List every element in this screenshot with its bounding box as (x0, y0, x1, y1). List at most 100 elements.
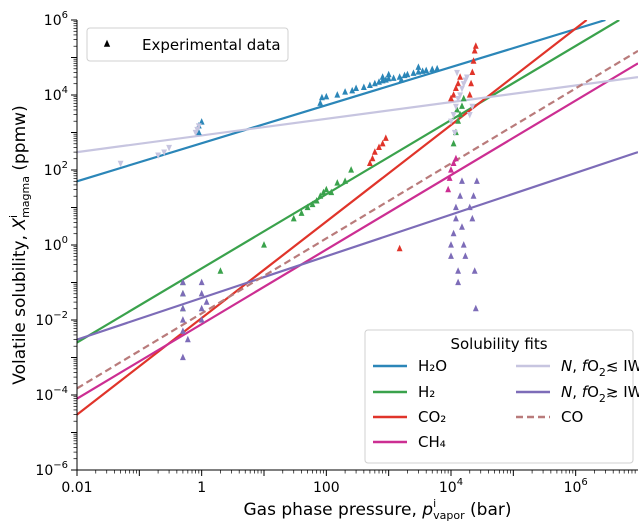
data-point-n_red-19 (454, 69, 460, 77)
data-point-n_red-7 (448, 118, 454, 126)
data-point-n_ox-23 (462, 252, 469, 259)
legend-label-h2o: H₂O (418, 357, 447, 375)
fit-line-h2o (77, 20, 606, 183)
data-point-n_red-16 (466, 112, 473, 119)
data-point-n_ox-13 (448, 241, 454, 248)
data-point-h2o-22 (415, 68, 422, 75)
data-point-h2o-27 (379, 73, 386, 80)
data-point-co2-13 (468, 79, 475, 87)
y-tick-label: 100 (44, 235, 68, 254)
data-point-n_ox-5 (179, 353, 186, 361)
data-point-n_ox-28 (472, 304, 479, 312)
data-point-h2-9 (313, 196, 320, 204)
data-point-n_ox-21 (459, 223, 465, 230)
x-axis-label: Gas phase pressure, pi vapor (bar) (243, 497, 511, 522)
data-point-h2o-25 (429, 65, 436, 73)
data-point-h2o-8 (349, 86, 356, 94)
data-point-h2o-4 (319, 93, 325, 101)
data-point-co2-3 (376, 143, 382, 151)
data-point-ch4-2 (448, 166, 454, 173)
data-point-n_red-6 (195, 123, 202, 130)
data-point-h2-18 (455, 117, 462, 124)
data-point-co2-8 (450, 91, 457, 98)
data-point-ch4-0 (445, 185, 452, 193)
data-point-h2o-26 (434, 64, 441, 72)
data-point-co2-0 (366, 159, 373, 166)
data-point-h2o-20 (404, 70, 411, 78)
plot-area (77, 20, 638, 416)
data-point-h2o-5 (323, 92, 330, 100)
legend-experimental: Experimental data (86, 27, 289, 62)
chart-labels: 0.01 1 100 104 106 10−6 10−4 10−2 100 102 104 106 Ga… (7, 10, 588, 522)
data-point-n_ox-2 (179, 304, 186, 312)
data-point-n_ox-16 (453, 203, 459, 211)
data-point-h2o-10 (360, 83, 367, 90)
data-point-h2-5 (290, 214, 297, 222)
data-point-co2-10 (455, 79, 462, 87)
data-point-n_ox-12 (448, 252, 454, 259)
data-point-n_ox-26 (470, 192, 477, 199)
data-point-h2o-7 (342, 88, 349, 95)
data-point-n_ox-19 (457, 192, 464, 199)
data-point-n_ox-9 (198, 289, 205, 297)
data-point-h2o-28 (385, 70, 392, 78)
data-point-n_red-9 (453, 103, 459, 111)
fit-line-n_ox (77, 151, 638, 341)
data-points (117, 42, 480, 361)
data-point-n_red-17 (469, 103, 476, 111)
data-point-n_ox-14 (450, 229, 457, 237)
data-point-co2-2 (371, 148, 378, 155)
data-point-h2-21 (460, 94, 467, 102)
data-point-h2o-6 (334, 91, 341, 98)
data-point-h2-7 (304, 203, 311, 211)
chart-axes (71, 19, 638, 476)
y-tick-label: 106 (44, 10, 68, 29)
data-point-co2-9 (453, 84, 459, 91)
data-point-ch4-1 (446, 174, 453, 181)
data-point-n_ox-27 (471, 267, 478, 274)
y-tick-label: 10−2 (35, 310, 68, 329)
fit-lines (77, 20, 638, 416)
data-point-h2o-1 (198, 118, 205, 125)
data-point-co2-5 (382, 134, 389, 141)
data-point-n_red-12 (459, 85, 465, 93)
legend-label-h2: H₂ (418, 383, 435, 401)
data-point-h2-8 (309, 200, 316, 208)
data-point-h2-23 (454, 106, 460, 113)
data-point-co2-4 (379, 139, 386, 147)
data-point-co2-7 (448, 94, 454, 102)
data-point-h2-3 (217, 267, 224, 274)
data-point-co2-1 (369, 154, 376, 162)
data-point-h2o-17 (390, 74, 397, 81)
data-point-h2-11 (320, 188, 327, 196)
data-point-co2-12 (466, 91, 473, 98)
x-tick-label: 104 (439, 477, 463, 496)
data-point-n_red-8 (450, 112, 457, 119)
data-point-n_ox-22 (460, 241, 467, 248)
data-point-n_red-2 (161, 149, 168, 157)
data-point-n_ox-10 (198, 278, 205, 286)
data-point-co2-16 (471, 46, 478, 54)
data-point-h2-14 (334, 179, 341, 186)
data-point-n_ox-4 (179, 327, 186, 334)
data-point-h2-4 (261, 241, 267, 248)
legend-box (364, 329, 634, 464)
chart-marks (77, 20, 638, 416)
y-tick-label: 102 (44, 160, 68, 179)
data-point-ch4-3 (450, 159, 457, 166)
data-point-co2-11 (457, 73, 464, 80)
data-point-co2-15 (470, 57, 477, 64)
data-point-n_ox-8 (198, 304, 205, 312)
legend-label-co: CO (561, 408, 583, 426)
data-point-h2o-30 (398, 76, 405, 83)
data-point-n_ox-15 (453, 214, 459, 222)
data-point-n_ox-18 (455, 278, 462, 286)
data-point-n_ox-24 (466, 203, 473, 211)
data-point-ch4-4 (453, 154, 459, 162)
data-point-n_ox-3 (179, 316, 186, 323)
y-tick-label: 10−4 (35, 385, 68, 404)
data-point-h2-10 (317, 192, 324, 199)
data-point-h2o-3 (317, 99, 324, 106)
